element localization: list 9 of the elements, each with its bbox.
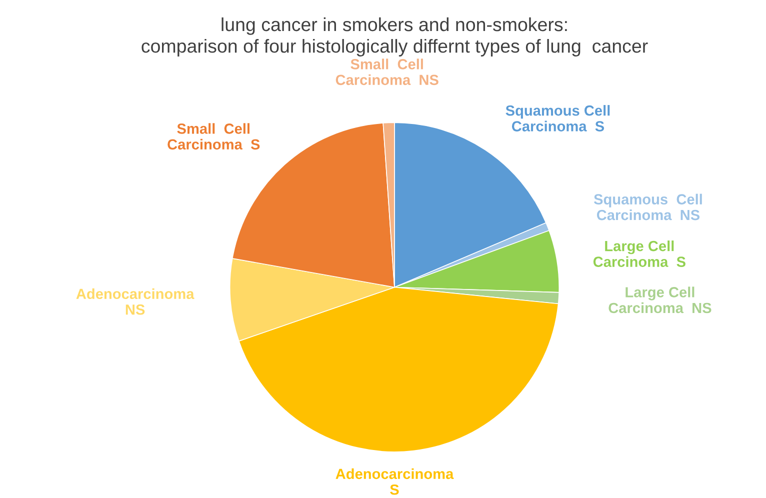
slice-label: Adenocarcinoma NS <box>76 288 194 315</box>
slice-label: Small Cell Carcinoma NS <box>336 58 438 86</box>
slice-label: Squamous Cell Carcinoma NS <box>594 194 702 220</box>
slice-label: Squamous Cell Carcinoma S <box>506 105 610 132</box>
slice-label: Adenocarcinoma S <box>336 468 454 495</box>
slice-label: Large Cell Carcinoma NS <box>608 286 712 314</box>
slice-label: Large Cell Carcinoma S <box>593 240 686 267</box>
chart-title: lung cancer in smokers and non-smokers: comparison of four histologically differnt types of lung cancer <box>142 17 648 56</box>
slice-label: Small Cell Carcinoma S <box>168 123 260 150</box>
